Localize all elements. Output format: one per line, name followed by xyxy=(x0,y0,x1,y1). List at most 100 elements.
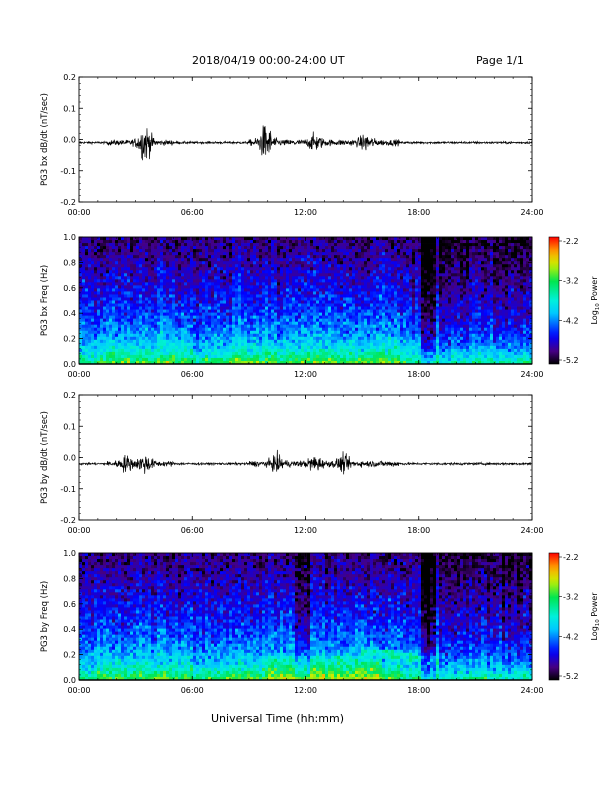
heatmap-cell xyxy=(154,327,158,332)
heatmap-cell xyxy=(343,321,347,326)
heatmap-cell xyxy=(190,339,194,344)
heatmap-cell xyxy=(340,294,344,298)
heatmap-cell xyxy=(85,261,89,265)
heatmap-cell xyxy=(91,345,95,350)
heatmap-cell xyxy=(322,330,326,335)
heatmap-cell xyxy=(397,273,401,277)
heatmap-cell xyxy=(394,309,398,313)
heatmap-cell xyxy=(187,291,191,295)
heatmap-cell xyxy=(160,249,164,253)
heatmap-cell xyxy=(325,327,329,332)
heatmap-cell xyxy=(229,348,233,353)
heatmap-cell xyxy=(211,255,215,259)
heatmap-cell xyxy=(271,321,275,326)
heatmap-cell xyxy=(355,318,359,323)
heatmap-cell xyxy=(181,309,185,313)
heatmap-cell xyxy=(121,258,125,262)
heatmap-cell xyxy=(100,312,104,317)
heatmap-cell xyxy=(115,273,119,277)
heatmap-cell xyxy=(283,342,287,347)
heatmap-cell xyxy=(274,237,278,241)
heatmap-cell xyxy=(103,255,107,259)
heatmap-cell xyxy=(130,297,134,301)
heatmap-cell xyxy=(166,354,170,359)
heatmap-cell xyxy=(262,345,266,350)
heatmap-cell xyxy=(211,345,215,350)
heatmap-cell xyxy=(184,273,188,277)
heatmap-cell xyxy=(418,357,422,362)
heatmap-cell xyxy=(397,339,401,344)
heatmap-cell xyxy=(259,249,263,253)
heatmap-cell xyxy=(262,315,266,320)
heatmap-cell xyxy=(286,261,290,265)
heatmap-cell xyxy=(337,273,341,277)
heatmap-cell xyxy=(274,291,278,295)
heatmap-cell xyxy=(256,354,260,359)
heatmap-cell xyxy=(304,267,308,271)
heatmap-cell xyxy=(79,339,83,344)
heatmap-cell xyxy=(196,351,200,356)
heatmap-cell xyxy=(130,270,134,274)
heatmap-cell xyxy=(229,324,233,329)
heatmap-cell xyxy=(331,348,335,353)
heatmap-cell xyxy=(415,291,419,295)
heatmap-cell xyxy=(163,237,167,241)
heatmap-cell xyxy=(250,342,254,347)
heatmap-cell xyxy=(424,324,428,329)
heatmap-cell xyxy=(292,306,296,310)
heatmap-cell xyxy=(91,282,95,286)
heatmap-cell xyxy=(211,309,215,313)
heatmap-cell xyxy=(358,243,362,247)
heatmap-cell xyxy=(205,294,209,298)
heatmap-cell xyxy=(391,345,395,350)
heatmap-cell xyxy=(286,321,290,326)
heatmap-cell xyxy=(409,276,413,280)
heatmap-cell xyxy=(343,336,347,341)
heatmap-cell xyxy=(208,342,212,347)
heatmap-cell xyxy=(337,318,341,323)
heatmap-cell xyxy=(100,252,104,256)
heatmap-cell xyxy=(109,249,113,253)
heatmap-cell xyxy=(346,357,350,362)
heatmap-cell xyxy=(277,306,281,310)
heatmap-cell xyxy=(103,327,107,332)
heatmap-cell xyxy=(160,336,164,341)
heatmap-cell xyxy=(238,351,242,356)
heatmap-cell xyxy=(139,300,143,304)
heatmap-cell xyxy=(316,264,320,268)
heatmap-cell xyxy=(88,255,92,259)
heatmap-cell xyxy=(397,282,401,286)
heatmap-cell xyxy=(196,240,200,244)
heatmap-cell xyxy=(169,351,173,356)
heatmap-cell xyxy=(340,306,344,310)
heatmap-cell xyxy=(298,288,302,292)
heatmap-cell xyxy=(169,237,173,241)
heatmap-cell xyxy=(235,306,239,310)
heatmap-cell xyxy=(301,360,305,365)
heatmap-cell xyxy=(295,237,299,241)
heatmap-cell xyxy=(424,261,428,265)
heatmap-cell xyxy=(142,264,146,268)
heatmap-cell xyxy=(304,339,308,344)
heatmap-cell xyxy=(289,294,293,298)
heatmap-cell xyxy=(391,297,395,301)
heatmap-cell xyxy=(151,240,155,244)
heatmap-cell xyxy=(262,327,266,332)
heatmap-cell xyxy=(298,237,302,241)
heatmap-cell xyxy=(184,246,188,250)
heatmap-cell xyxy=(394,237,398,241)
heatmap-cell xyxy=(226,264,230,268)
heatmap-cell xyxy=(106,285,110,289)
heatmap-cell xyxy=(340,288,344,292)
heatmap-cell xyxy=(310,252,314,256)
heatmap-cell xyxy=(304,315,308,320)
heatmap-cell xyxy=(268,300,272,304)
heatmap-cell xyxy=(112,279,116,283)
heatmap-cell xyxy=(79,312,83,317)
heatmap-cell xyxy=(328,285,332,289)
heatmap-cell xyxy=(85,309,89,313)
heatmap-cell xyxy=(229,312,233,317)
heatmap-cell xyxy=(385,297,389,301)
y-tick-label: -0.2 xyxy=(60,198,76,207)
heatmap-cell xyxy=(139,303,143,307)
